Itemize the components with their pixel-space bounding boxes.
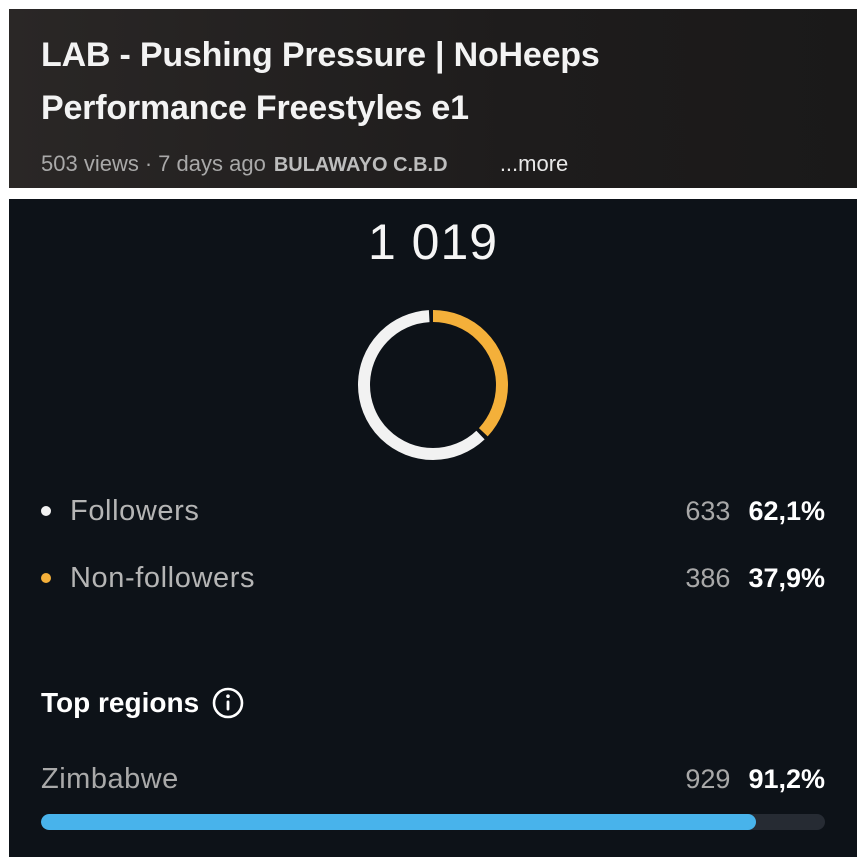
view-count: 503 views bbox=[41, 151, 139, 176]
top-regions-title: Top regions bbox=[41, 687, 200, 718]
video-info-panel: LAB - Pushing Pressure | NoHeeps Perform… bbox=[9, 9, 857, 188]
region-row: Zimbabwe 929 91,2% bbox=[41, 759, 825, 799]
donut-segment-followers bbox=[358, 310, 508, 460]
legend-percent: 62,1% bbox=[748, 495, 825, 526]
more-button[interactable]: ...more bbox=[499, 151, 569, 176]
donut-segment-non-followers bbox=[358, 310, 508, 460]
region-percent: 91,2% bbox=[748, 763, 825, 794]
audience-insights-panel: 1 019 Followers 633 62,1% Non-followers … bbox=[9, 199, 857, 857]
legend-label: Followers bbox=[70, 494, 200, 527]
region-count: 929 bbox=[685, 763, 731, 794]
legend-percent: 37,9% bbox=[748, 562, 825, 593]
top-regions-heading: Top regions bbox=[41, 683, 245, 723]
video-meta: 503 views · 7 days ago BULAWAYO C.B.D ..… bbox=[41, 151, 825, 177]
legend-row-non-followers: Non-followers 386 37,9% bbox=[41, 558, 825, 598]
legend-row-followers: Followers 633 62,1% bbox=[41, 491, 825, 531]
region-progress-bar bbox=[41, 814, 825, 830]
region-progress-fill bbox=[41, 814, 756, 830]
video-title: LAB - Pushing Pressure | NoHeeps Perform… bbox=[41, 36, 600, 127]
non-followers-dot-icon bbox=[41, 573, 51, 583]
region-name: Zimbabwe bbox=[41, 762, 179, 795]
info-icon[interactable] bbox=[211, 686, 245, 720]
meta-separator: · bbox=[144, 151, 153, 176]
legend-count: 386 bbox=[685, 562, 731, 593]
total-views: 1 019 bbox=[367, 214, 499, 270]
followers-dot-icon bbox=[41, 506, 51, 516]
location-link[interactable]: BULAWAYO C.B.D bbox=[273, 154, 448, 176]
legend-label: Non-followers bbox=[70, 561, 256, 594]
audience-donut-chart bbox=[358, 310, 508, 460]
legend-count: 633 bbox=[685, 495, 731, 526]
upload-age: 7 days ago bbox=[158, 151, 266, 176]
